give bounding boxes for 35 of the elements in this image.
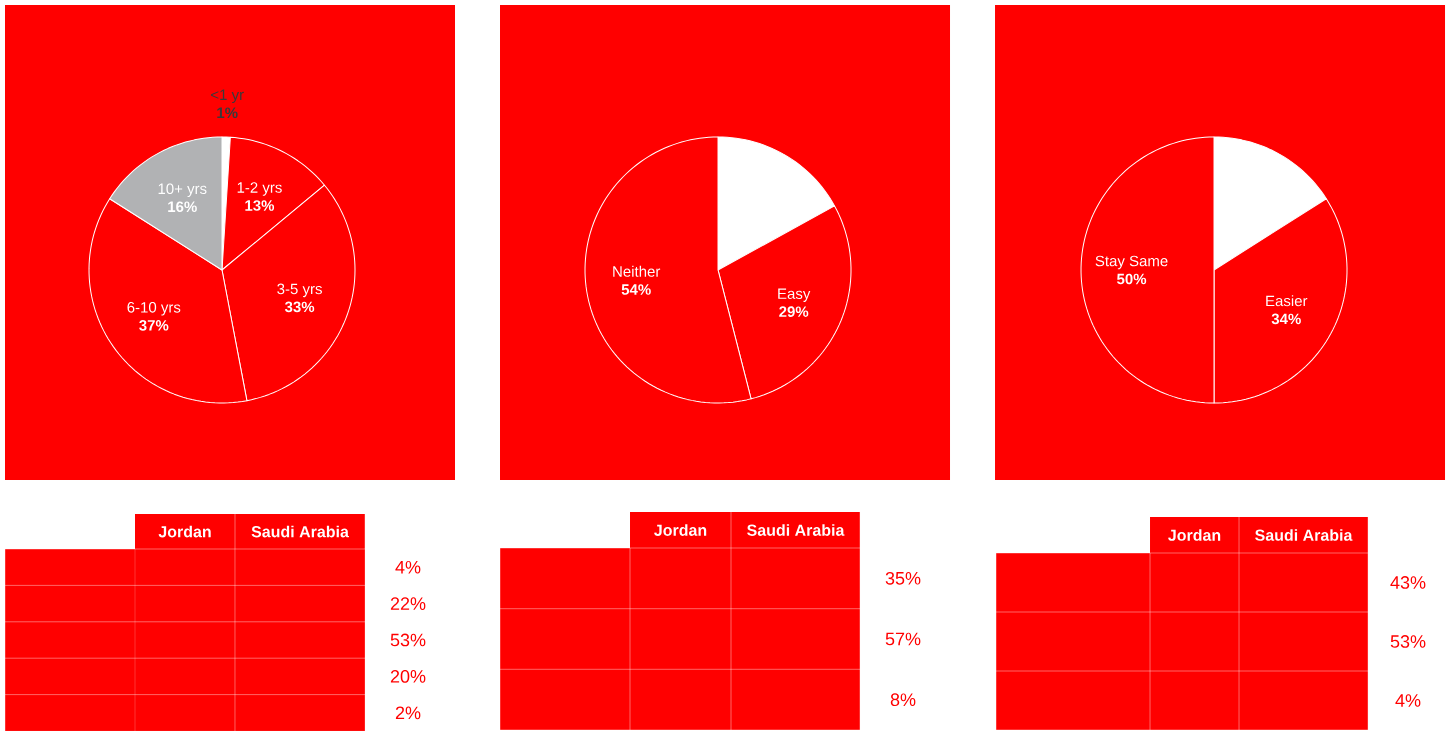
data-label: 37%: [139, 319, 169, 331]
data-label: 50%: [1117, 273, 1147, 285]
slice-label: 10+ yrs: [158, 183, 207, 197]
text: 4%: [1395, 694, 1421, 707]
text: 2%: [395, 706, 421, 720]
text: 8%: [890, 693, 916, 706]
text: 20%: [390, 669, 426, 683]
data-label: 1%: [217, 107, 238, 118]
slice-label: 3-5 yrs: [277, 283, 322, 298]
category-label: Saudi Arabia: [251, 525, 349, 538]
category-label: Jordan: [654, 524, 707, 536]
category-label: Saudi Arabia: [747, 524, 845, 536]
text: 53%: [1390, 635, 1426, 648]
slice-label: <1 yr: [211, 89, 244, 103]
slice-label: Stay Same: [1095, 255, 1168, 270]
text: 43%: [1390, 576, 1426, 589]
slice-label: Easy: [778, 288, 811, 302]
category-label: Jordan: [1168, 529, 1221, 541]
data-label: 13%: [245, 200, 275, 211]
data-label: 29%: [779, 306, 809, 317]
category-label: Saudi Arabia: [1255, 529, 1353, 541]
category-label: Jordan: [158, 525, 211, 538]
text: 4%: [395, 560, 421, 574]
text: 22%: [390, 597, 426, 610]
text: 53%: [390, 633, 426, 647]
data-label: 16%: [168, 201, 197, 212]
text: 35%: [885, 571, 921, 585]
data-label: 54%: [621, 284, 651, 295]
slice-label: Easier: [1266, 295, 1308, 307]
slice-label: 6-10 yrs: [127, 301, 181, 316]
data-label: 33%: [284, 301, 315, 313]
data-label: 34%: [1271, 313, 1301, 325]
slice-label: 1-2 yrs: [237, 182, 282, 196]
text: 57%: [885, 632, 921, 646]
slice-label: Neither: [613, 265, 661, 277]
